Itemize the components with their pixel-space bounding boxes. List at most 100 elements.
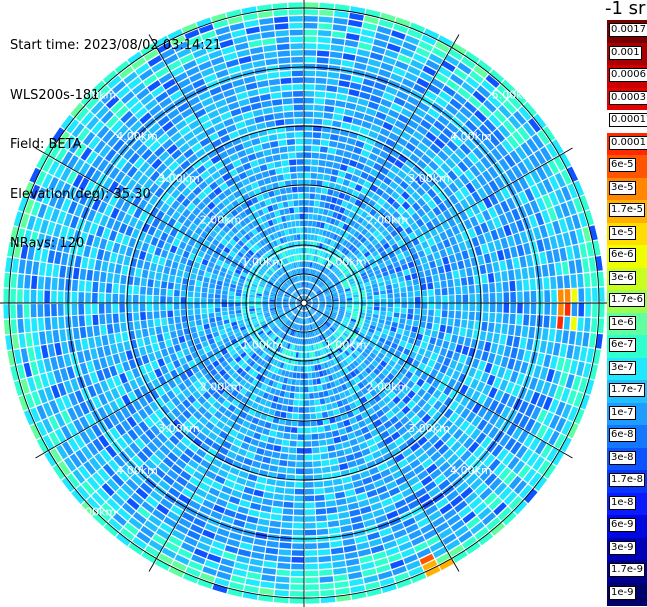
radar-gate-cell [380,303,387,307]
radar-gate-cell [244,365,252,373]
radar-gate-cell [105,240,114,252]
radar-gate-cell [156,503,170,516]
radar-gate-cell [255,151,264,159]
radar-gate-cell [330,465,340,472]
radar-gate-cell [194,108,207,119]
radar-gate-cell [176,441,187,452]
radar-gate-cell [313,315,318,320]
radar-gate-cell [282,325,287,332]
radar-gate-cell [549,414,560,430]
radar-gate-cell [40,248,49,263]
radar-gate-cell [435,338,443,347]
radar-gate-cell [182,235,190,244]
radar-gate-cell [171,407,181,418]
radar-gate-cell [135,487,149,500]
radar-gate-cell [166,144,178,155]
radar-gate-cell [237,348,245,355]
radar-gate-cell [231,279,238,285]
radar-gate-cell [232,423,242,432]
radar-gate-cell [151,158,163,170]
radar-gate-cell [528,472,542,487]
radar-gate-cell [115,423,126,436]
radar-gate-cell [91,198,102,211]
radar-gate-cell [248,175,257,183]
radar-gate-cell [436,552,451,565]
radar-gate-cell [192,159,203,169]
radar-gate-cell [212,269,220,275]
radar-gate-cell [525,403,535,417]
radar-gate-cell [242,245,250,252]
radar-gate-cell [483,396,493,409]
radar-gate-cell [96,487,110,502]
radar-gate-cell [192,197,201,206]
radar-gate-cell [353,146,363,155]
radar-gate-cell [71,304,78,316]
radar-gate-cell [228,299,234,303]
radar-gate-cell [283,274,288,280]
radar-gate-cell [506,423,518,437]
radar-gate-cell [332,478,343,486]
radar-gate-cell [304,16,318,22]
radar-gate-cell [222,225,230,234]
radar-gate-cell [87,258,96,270]
radar-gate-cell [318,327,323,333]
radar-gate-cell [187,297,193,303]
radar-gate-cell [338,428,347,436]
radar-gate-cell [281,333,286,339]
radar-gate-cell [344,389,351,397]
radar-gate-cell [276,346,282,353]
radar-gate-cell [427,316,434,323]
radar-gate-cell [333,357,339,365]
radar-gate-cell [325,309,331,313]
radar-gate-cell [308,345,312,351]
radar-gate-cell [304,413,311,420]
radar-gate-cell [120,407,131,419]
radar-gate-cell [226,385,235,394]
radar-gate-cell [360,328,367,334]
radar-gate-cell [280,411,287,419]
radar-gate-cell [295,352,299,358]
radar-gate-cell [354,62,367,71]
radar-gate-cell [137,506,151,519]
radar-gate-cell [309,309,313,315]
radar-gate-cell [273,359,279,366]
radar-gate-cell [563,316,571,330]
radar-gate-cell [179,357,187,366]
radar-gate-cell [160,404,170,415]
radar-gate-cell [79,362,89,375]
radar-gate-cell [417,470,429,481]
radar-gate-cell [151,378,161,389]
radar-gate-cell [376,564,391,574]
radar-gate-cell [374,303,380,307]
radar-gate-cell [158,480,171,491]
radar-gate-cell [44,304,51,317]
radar-gate-cell [194,175,204,185]
radar-gate-cell [277,50,290,57]
radar-gate-cell [330,540,343,548]
radar-gate-cell [291,70,303,77]
radar-gate-cell [481,321,488,332]
radar-gate-cell [307,227,312,234]
radar-gate-cell [30,289,37,303]
radar-gate-cell [196,131,207,142]
radar-gate-cell [279,323,285,329]
radar-gate-cell [139,161,150,173]
radar-gate-cell [193,380,202,390]
radar-gate-cell [139,68,154,81]
radar-gate-cell [255,234,262,241]
radar-gate-cell [313,460,322,467]
radar-gate-cell [323,112,334,120]
radar-gate-cell [276,431,284,439]
radar-gate-cell [342,320,349,325]
radar-gate-cell [127,204,137,216]
radar-gate-cell [3,319,11,335]
radar-gate-cell [437,415,448,426]
radar-gate-cell [282,341,287,348]
radar-gate-cell [231,389,239,398]
radar-gate-cell [311,306,317,310]
radar-gate-cell [279,314,286,319]
radar-gate-cell [249,308,255,312]
radar-gate-cell [426,253,435,262]
radar-gate-cell [255,365,263,373]
